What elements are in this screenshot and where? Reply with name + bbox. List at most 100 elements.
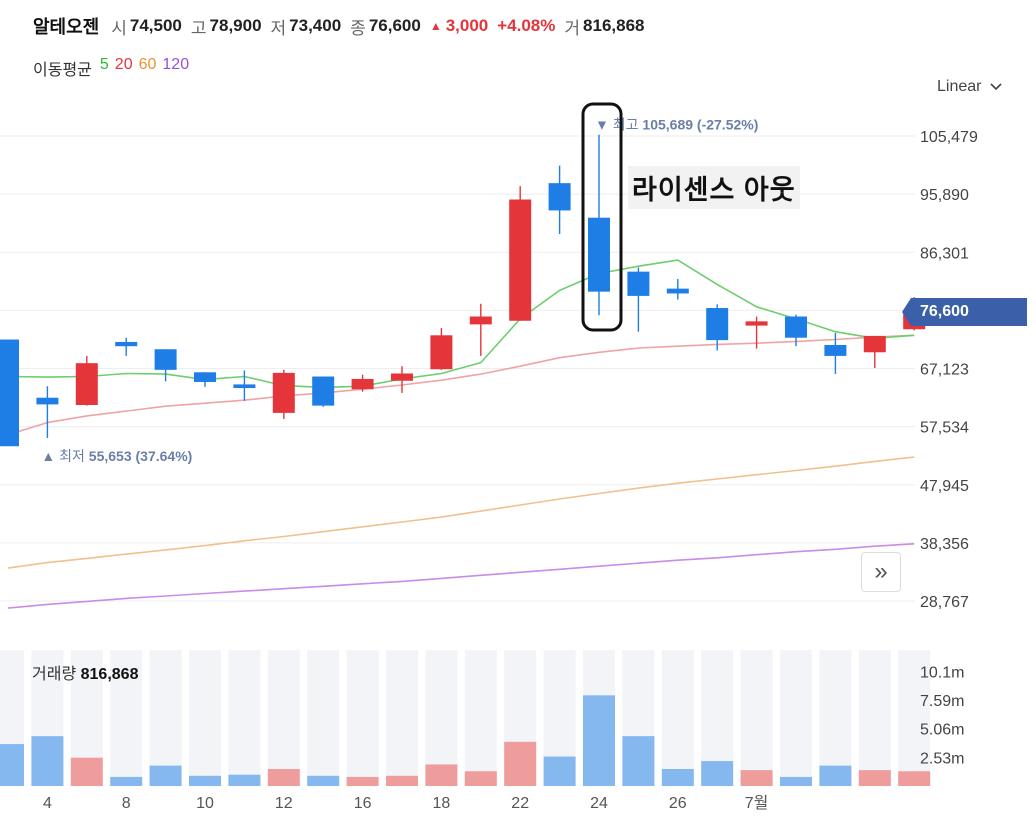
candle-down [706, 308, 729, 341]
volume-bar [228, 774, 261, 786]
volume-bar [504, 741, 537, 786]
volume-column-bg [149, 650, 182, 786]
date-tick-label: 22 [511, 795, 529, 812]
volume-bar [819, 765, 852, 786]
ma-legend-title: 이동평균 [33, 62, 92, 79]
ma120-path [7, 543, 915, 609]
volume-bars [0, 695, 931, 786]
candle-up [509, 199, 532, 321]
ma60-label: 60 [138, 56, 157, 73]
ma60-path [7, 456, 915, 569]
volume-column-bg [386, 650, 418, 786]
candle-up [272, 372, 295, 413]
volume-bar [543, 756, 576, 786]
candle-down [115, 341, 138, 347]
volume-axis: 10.1m 7.59m 5.06m 2.53m [920, 665, 964, 768]
date-tick-label: 8 [122, 795, 131, 812]
high-marker: ▼ 최고 105,689 (-27.52%) [595, 117, 758, 133]
volume-tick-label: 10.1m [920, 665, 964, 682]
price-tick-label: 105,479 [920, 129, 978, 146]
ma60-line [7, 456, 915, 569]
volume-bar [701, 761, 734, 786]
date-tick-label: 24 [590, 795, 608, 812]
volume-label: 거 [564, 18, 581, 38]
volume-bar [31, 736, 64, 786]
date-tick-label: 4 [43, 795, 52, 812]
volume-column-bg [661, 650, 694, 786]
change-percent: +4.08% [497, 16, 556, 35]
low-value: 73,400 [289, 16, 342, 35]
volume-bar [583, 695, 615, 786]
volume-bar [149, 765, 182, 786]
price-tick-label: 28,767 [920, 594, 969, 611]
ma5-label: 5 [99, 56, 109, 73]
scroll-to-latest-button[interactable]: » [861, 552, 901, 592]
change-value: 3,000 [445, 16, 489, 35]
ma5-path [7, 259, 915, 389]
volume-bar [740, 770, 773, 786]
ma20-line [7, 334, 915, 436]
moving-average-legend[interactable]: 이동평균 5 20 60 120 [33, 56, 189, 80]
volume-column-bg [267, 650, 300, 786]
chevron-down-icon [990, 83, 1003, 91]
date-tick-label: 7월 [745, 794, 769, 812]
volume-bar [346, 776, 379, 786]
candle-down [824, 344, 847, 356]
date-tick-label: 16 [354, 795, 372, 812]
stock-name: 알테오젠 [33, 17, 100, 37]
volume-bar [858, 770, 891, 786]
volume-bar [307, 775, 340, 786]
ma20-label: 20 [114, 56, 133, 73]
volume-column-bg [346, 650, 379, 786]
high-label: 고 [190, 18, 207, 38]
volume-bar [464, 771, 497, 786]
price-tick-label: 95,890 [920, 187, 969, 204]
price-tick-label: 86,301 [920, 245, 969, 262]
volume-column-bg [228, 650, 261, 786]
volume-value: 816,868 [583, 16, 645, 35]
high-value: 78,900 [209, 16, 262, 35]
candle-up [469, 316, 492, 325]
volume-tick-label: 5.06m [920, 722, 964, 739]
price-tick-label: 67,123 [920, 362, 969, 379]
candle-down [312, 376, 335, 406]
volume-column-bg [425, 650, 458, 786]
volume-bar [386, 775, 418, 786]
candle-up [351, 378, 374, 390]
candle-down [154, 349, 177, 370]
candle-down [588, 217, 610, 292]
volume-column-bg [740, 650, 773, 786]
date-tick-label: 12 [275, 795, 293, 812]
date-tick-label: 18 [433, 795, 451, 812]
high-marker-arrow: ▼ 최고 [595, 117, 642, 133]
price-tick-label: 47,945 [920, 478, 969, 495]
candle-down [548, 183, 571, 211]
volume-bar [70, 757, 103, 786]
double-chevron-right-icon: » [874, 558, 888, 585]
volume-column-bg [464, 650, 497, 786]
price-tick-label: 38,356 [920, 536, 969, 553]
candle-down [36, 397, 59, 405]
date-tick-label: 26 [669, 795, 687, 812]
open-label: 시 [111, 18, 127, 38]
scale-selector[interactable]: Linear [937, 78, 1003, 96]
scale-selector-label: Linear [937, 78, 982, 95]
stock-header: 알테오젠 시 74,500 고 78,900 저 73,400 종 76,600… [33, 14, 653, 38]
volume-column-bg [898, 650, 931, 786]
ma120-label: 120 [162, 56, 190, 73]
low-marker-value: 55,653 (37.64%) [89, 448, 193, 464]
volume-bar [0, 744, 24, 786]
volume-tick-label: 7.59m [920, 693, 964, 710]
date-tick-label: 10 [196, 795, 214, 812]
low-marker-arrow: ▲ 최저 [41, 448, 88, 464]
volume-bar [898, 771, 931, 786]
volume-bar [780, 776, 812, 786]
volume-bar [267, 769, 300, 786]
volume-bar [622, 736, 655, 786]
candle-up [863, 335, 886, 353]
close-value: 76,600 [368, 16, 421, 35]
candles [0, 134, 926, 447]
high-marker-value: 105,689 (-27.52%) [642, 117, 758, 133]
volume-column-bg [819, 650, 852, 786]
